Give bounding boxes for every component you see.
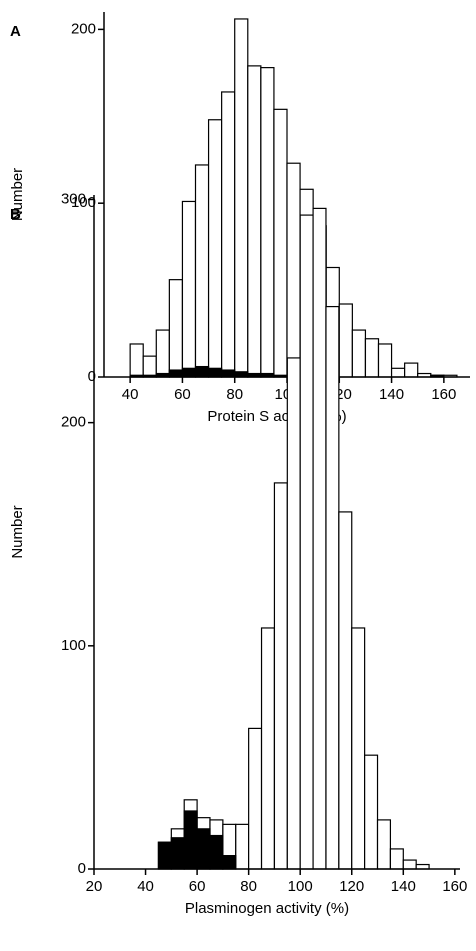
x-tick-label: 60 xyxy=(174,386,191,403)
bar xyxy=(234,371,249,378)
bar xyxy=(260,627,276,870)
bar xyxy=(196,828,211,870)
y-tick-label: 100 xyxy=(61,637,86,654)
x-axis-label: Plasminogen activity (%) xyxy=(185,900,349,917)
bar xyxy=(221,91,236,378)
bar xyxy=(389,848,404,870)
bar xyxy=(273,108,288,378)
x-tick-label: 80 xyxy=(226,386,243,403)
x-tick-label: 140 xyxy=(391,878,416,895)
bar xyxy=(207,367,223,378)
y-tick-label: 200 xyxy=(71,20,96,37)
x-tick-label: 160 xyxy=(442,878,467,895)
bar xyxy=(351,627,366,870)
bar xyxy=(299,214,314,870)
bar xyxy=(364,338,380,378)
y-tick-label: 0 xyxy=(78,860,86,877)
bar xyxy=(390,367,406,378)
bar xyxy=(234,18,249,378)
bar xyxy=(194,164,210,378)
x-tick-label: 140 xyxy=(379,386,404,403)
bar xyxy=(183,810,198,870)
bar xyxy=(273,482,288,870)
bar xyxy=(155,329,170,378)
bar xyxy=(247,65,262,378)
bar xyxy=(207,119,223,378)
panel-label: A xyxy=(10,23,21,40)
y-tick-label: 100 xyxy=(71,194,96,211)
bar xyxy=(209,834,224,870)
bar xyxy=(286,357,301,870)
bar xyxy=(168,369,184,378)
bar xyxy=(364,754,379,870)
bar xyxy=(129,343,144,378)
bar xyxy=(376,819,392,870)
bar xyxy=(338,511,353,870)
bar xyxy=(404,362,419,378)
bar xyxy=(377,343,393,378)
bar xyxy=(142,355,157,378)
x-tick-label: 60 xyxy=(189,878,206,895)
y-tick-label: 0 xyxy=(88,368,96,385)
bar xyxy=(235,823,250,870)
y-axis-label: Number xyxy=(9,505,26,558)
y-tick-label: 300 xyxy=(61,190,86,207)
y-tick-label: 200 xyxy=(61,414,86,431)
x-tick-label: 20 xyxy=(86,878,103,895)
bar xyxy=(248,727,263,870)
x-tick-label: 120 xyxy=(339,878,364,895)
bar xyxy=(221,369,236,378)
y-axis-label: Number xyxy=(9,168,26,221)
x-tick-label: 100 xyxy=(288,878,313,895)
bar xyxy=(181,200,197,378)
x-tick-label: 40 xyxy=(122,386,139,403)
x-tick-label: 160 xyxy=(431,386,456,403)
bar xyxy=(181,367,197,378)
bar xyxy=(325,305,340,870)
panel-label: B xyxy=(10,206,21,223)
bar xyxy=(286,162,301,378)
x-tick-label: 40 xyxy=(137,878,154,895)
bar xyxy=(157,841,172,870)
bar xyxy=(194,365,210,378)
bar xyxy=(260,67,275,378)
bar xyxy=(312,207,327,870)
bar xyxy=(402,859,417,870)
bar xyxy=(170,837,185,870)
bar xyxy=(351,329,367,378)
bar xyxy=(168,279,184,378)
bar xyxy=(222,855,237,870)
bar xyxy=(338,303,353,378)
x-tick-label: 80 xyxy=(240,878,257,895)
